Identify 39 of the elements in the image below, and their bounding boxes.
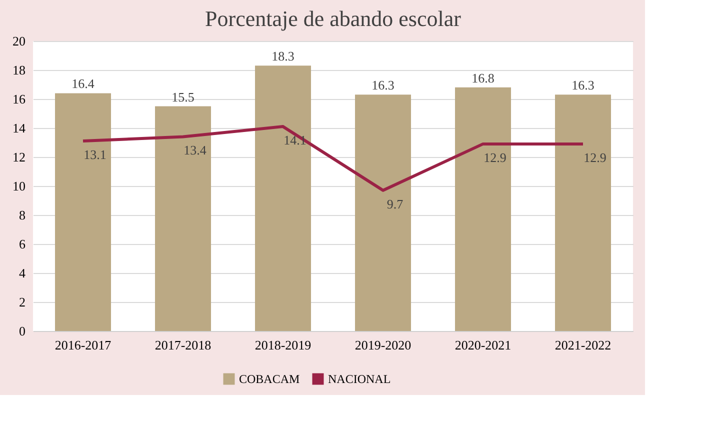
y-tick-label: 4 — [19, 266, 26, 280]
bar — [155, 106, 211, 331]
bar — [55, 93, 111, 331]
y-tick-label: 0 — [19, 324, 26, 338]
y-tick-label: 20 — [12, 34, 26, 48]
line-series — [82, 125, 584, 192]
bar — [555, 94, 611, 331]
data-label: 12.9 — [584, 150, 606, 165]
x-tick-label: 2020-2021 — [454, 338, 512, 352]
data-label: 13.1 — [84, 147, 106, 162]
bar — [455, 87, 511, 331]
y-tick-label: 16 — [12, 92, 26, 106]
y-tick-label: 2 — [19, 294, 26, 310]
x-tick-label: 2021-2022 — [554, 338, 612, 352]
y-tick-label: 8 — [19, 208, 26, 222]
data-label: 14.1 — [284, 132, 306, 148]
x-tick-label: 2018-2019 — [254, 338, 312, 352]
legend-label: NACIONAL — [328, 372, 391, 386]
data-label: 16.3 — [372, 78, 394, 93]
data-label: 15.5 — [172, 89, 194, 104]
data-label: 16.8 — [472, 70, 494, 86]
y-tick-label: 18 — [12, 62, 26, 78]
legend-label: COBACAM — [239, 372, 300, 386]
data-label: 13.4 — [184, 142, 207, 158]
data-label: 16.4 — [72, 76, 95, 92]
x-tick-label: 2016-2017 — [54, 338, 112, 352]
bar — [355, 94, 411, 331]
chart-title: Porcentaje de abando escolar — [205, 6, 462, 31]
data-label: 12.9 — [484, 150, 506, 165]
y-tick-label: 6 — [19, 236, 26, 252]
y-tick-label: 12 — [12, 150, 26, 164]
bar — [255, 66, 311, 331]
x-tick-label: 2017-2018 — [154, 338, 212, 352]
data-label: 9.7 — [386, 196, 404, 212]
y-tick-label: 10 — [12, 178, 26, 194]
x-tick-label: 2019-2020 — [354, 338, 412, 352]
data-label: 18.3 — [272, 48, 294, 64]
data-label: 16.3 — [572, 78, 594, 93]
y-tick-label: 14 — [12, 120, 26, 136]
